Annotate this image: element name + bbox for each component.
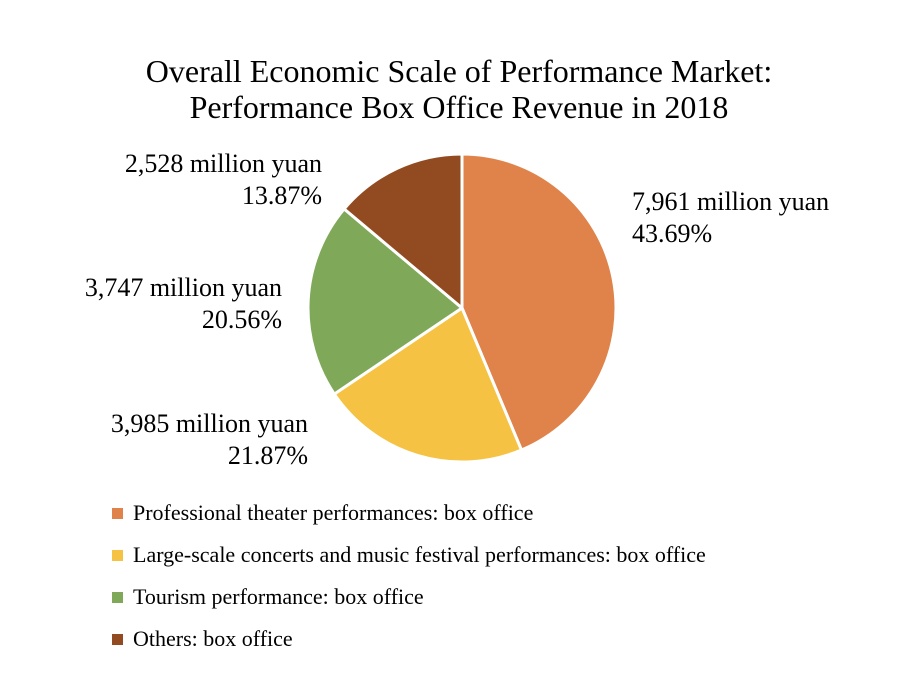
- slice-label-others: 2,528 million yuan 13.87%: [125, 148, 322, 212]
- legend-item-others: Others: box office: [112, 618, 706, 660]
- pie-slice-large-scale-concerts: [332, 306, 523, 464]
- legend-item-tourism: Tourism performance: box office: [112, 576, 706, 618]
- legend-label: Large-scale concerts and music festival …: [133, 542, 706, 567]
- slice-percent-label: 21.87%: [227, 441, 308, 470]
- slice-label-large-scale-concerts: 3,985 million yuan 21.87%: [111, 408, 308, 472]
- slice-value-label: 7,961 million yuan: [632, 187, 830, 216]
- slice-value-label: 2,528 million yuan: [124, 149, 322, 178]
- pie-slice-professional-theater: [460, 152, 618, 452]
- pie-slice-others: [342, 152, 464, 310]
- legend-label: Tourism performance: box office: [133, 584, 424, 609]
- legend-item-professional-theater: Professional theater performances: box o…: [112, 492, 706, 534]
- legend-label: Others: box office: [133, 626, 293, 651]
- slice-label-professional-theater: 7,961 million yuan 43.69%: [632, 186, 829, 250]
- legend-label: Professional theater performances: box o…: [133, 500, 534, 525]
- legend-swatch: [112, 591, 123, 603]
- chart-title-line-1: Overall Economic Scale of Performance Ma…: [145, 53, 773, 89]
- slice-label-tourism: 3,747 million yuan 20.56%: [85, 272, 282, 336]
- slice-percent-label: 13.87%: [241, 181, 322, 210]
- legend-swatch: [112, 633, 123, 645]
- legend-swatch: [112, 507, 123, 519]
- legend-item-large-scale-concerts: Large-scale concerts and music festival …: [112, 534, 706, 576]
- legend: Professional theater performances: box o…: [112, 492, 706, 660]
- legend-swatch: [112, 549, 123, 561]
- slice-value-label: 3,747 million yuan: [84, 273, 282, 302]
- pie-slice-tourism: [306, 207, 464, 396]
- slice-percent-label: 43.69%: [632, 219, 713, 248]
- chart-title-line-2: Performance Box Office Revenue in 2018: [189, 89, 729, 125]
- slice-value-label: 3,985 million yuan: [110, 409, 308, 438]
- slice-percent-label: 20.56%: [201, 305, 282, 334]
